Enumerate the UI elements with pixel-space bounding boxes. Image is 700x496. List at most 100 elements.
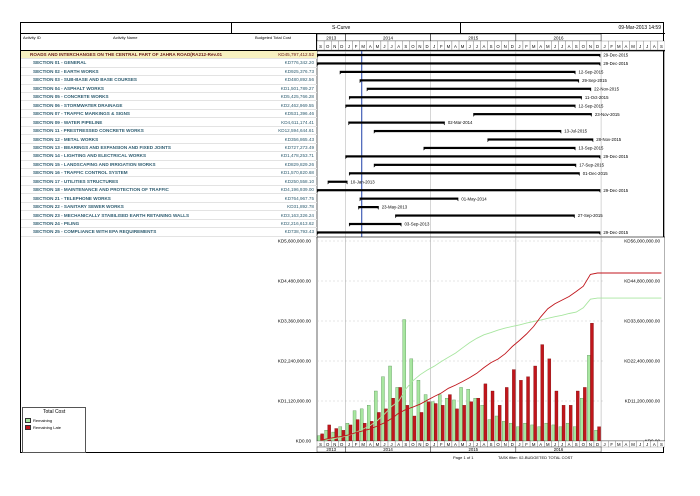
activity-bar: [317, 53, 601, 57]
bar-remaining: [317, 435, 321, 442]
activity-name: SECTION 21 - TELEPHONE WORKS: [33, 195, 111, 201]
bar-start-cap: [487, 140, 489, 143]
bar-end-cap: [574, 149, 576, 151]
activity-cost: KD31,892.78: [287, 204, 314, 210]
bar-end-cap: [456, 199, 459, 202]
bar-end-cap: [377, 208, 379, 210]
month-label: J: [476, 44, 478, 49]
bar-remaining: [359, 408, 364, 442]
bar-end-cap: [589, 89, 592, 92]
project-row[interactable]: ROADS AND INTERCHANGES ON THE CENTRAL PA…: [21, 51, 317, 60]
activity-row[interactable]: SECTION 06 - STORMWATER DRAINAGE KD2,462,…: [21, 102, 317, 110]
right-axis-tick: KD44,800,000.00: [624, 279, 660, 284]
month-label: A: [568, 44, 571, 49]
bar-remaining-late: [476, 397, 480, 442]
bottom-month-label: M: [532, 442, 536, 447]
bar-start-cap: [373, 165, 376, 168]
activity-cost: KD764,967.75: [284, 195, 314, 201]
cumulative-line: [320, 272, 662, 441]
bottom-month-label: M: [361, 442, 365, 447]
bar-start-cap: [327, 182, 330, 185]
activity-finish-date: 27-Sep-2015: [578, 213, 603, 218]
bar-remaining: [409, 358, 414, 442]
activity-cost: KD776,342.20: [284, 60, 314, 66]
bar-start-cap: [373, 132, 376, 134]
activity-name: SECTION 18 - MAINTENANCE AND PROTECTION …: [33, 187, 169, 193]
bar-remaining: [381, 376, 385, 442]
bar-remaining-late: [412, 415, 417, 442]
bar-start-cap: [348, 225, 351, 227]
right-axis-tick: KD11,200,000.00: [625, 399, 661, 404]
bottom-month-label: F: [440, 442, 443, 447]
activity-row[interactable]: SECTION 11 - PRESTRESSED CONCRETE WORKS K…: [21, 127, 317, 136]
bar-start-cap: [358, 208, 360, 210]
activity-cost: KD829,829.26: [284, 161, 314, 167]
bottom-month-label: A: [482, 442, 485, 447]
month-label: M: [447, 44, 451, 49]
bottom-month-label: M: [546, 442, 550, 447]
activity-name: SECTION 14 - LIGHTING AND ELECTRICAL WOR…: [33, 153, 147, 159]
col-activity-name[interactable]: Activity Name: [113, 35, 138, 40]
month-label: N: [504, 44, 507, 49]
bottom-month-label: O: [326, 442, 330, 447]
activity-row[interactable]: SECTION 03 - SUB-BASE AND BASE COURSES KD…: [21, 76, 317, 85]
bar-end-cap: [578, 174, 580, 176]
bottom-month-label: J: [383, 442, 385, 447]
activity-row[interactable]: SECTION 12 - METAL WORKS KD356,865.43: [21, 136, 317, 144]
bar-remaining-late: [554, 390, 559, 442]
col-activity-id[interactable]: Activity ID: [23, 35, 41, 40]
activity-row[interactable]: SECTION 16 - TRAFFIC CONTROL SYSTEM KD1,5…: [21, 169, 317, 178]
activity-name: SECTION 05 - CONCRETE WORKS: [33, 94, 109, 100]
activity-row[interactable]: SECTION 17 - UTILITIES STRUCTURES KD250,5…: [21, 178, 317, 186]
activity-cost: KD531,396.46: [284, 111, 314, 117]
activity-row[interactable]: SECTION 13 - BEARINGS AND EXPANSION AND …: [21, 144, 317, 153]
activity-row[interactable]: SECTION 24 - PILING KD2,216,613.62: [21, 220, 317, 229]
bottom-year-label: 2016: [554, 447, 564, 452]
bar-end-cap: [591, 140, 594, 143]
activity-row[interactable]: SECTION 15 - LANDSCAPING AND IRRIGATION …: [21, 161, 317, 170]
col-budget[interactable]: Budgeted Total Cost: [255, 35, 291, 40]
activity-row[interactable]: SECTION 23 - MECHANICALLY STABILISED EAR…: [21, 212, 317, 220]
bar-end-cap: [577, 81, 580, 83]
activity-row[interactable]: SECTION 02 - EARTH WORKS KD925,376.73: [21, 68, 317, 77]
activity-name: SECTION 16 - TRAFFIC CONTROL SYSTEM: [33, 170, 128, 176]
bar-start-cap: [395, 216, 397, 219]
activity-row[interactable]: SECTION 21 - TELEPHONE WORKS KD764,967.75: [21, 195, 317, 203]
activity-row[interactable]: SECTION 07 - TRAFFIC MARKINGS & SIGNS KD5…: [21, 110, 317, 119]
bar-start-cap: [317, 56, 319, 58]
month-label: A: [653, 44, 656, 49]
bar-remaining-late: [547, 358, 552, 442]
column-header: Activity ID Activity Name Budgeted Total…: [21, 34, 665, 51]
activity-bar: [373, 163, 577, 166]
bar-start-cap: [423, 149, 426, 151]
activity-row[interactable]: SECTION 09 - WATER PIPELINE KD4,611,174.4…: [21, 119, 317, 127]
activity-finish-date: 12-Sep-2015: [579, 103, 604, 108]
month-label: N: [418, 44, 421, 49]
activity-finish-date: 02-Mar-2014: [448, 120, 473, 125]
bar-end-cap: [598, 233, 601, 236]
activity-row[interactable]: SECTION 05 - CONCRETE WORKS KD5,425,766.2…: [21, 93, 317, 102]
month-label: M: [361, 44, 365, 49]
activity-row[interactable]: SECTION 01 - GENERAL KD776,342.20: [21, 59, 317, 68]
bottom-year-label: 2015: [468, 447, 478, 452]
month-label: M: [376, 44, 380, 49]
left-axis-tick: KD1,120,000.00: [278, 399, 312, 404]
activity-row[interactable]: SECTION 22 - SANITARY SEWER WORKS KD31,89…: [21, 203, 317, 212]
legend-swatch-remaining: [25, 418, 31, 423]
activity-finish-date: 29-Dec-2015: [603, 188, 628, 193]
activity-bar: [327, 180, 348, 183]
bar-start-cap: [345, 157, 347, 159]
bottom-month-label: A: [454, 442, 457, 447]
month-label: M: [532, 44, 536, 49]
bar-remaining: [494, 415, 499, 442]
activity-row[interactable]: SECTION 04 - ASPHALT WORKS KD1,501,789.27: [21, 85, 317, 93]
activity-row[interactable]: SECTION 18 - MAINTENANCE AND PROTECTION …: [21, 186, 317, 195]
activity-row[interactable]: SECTION 14 - LIGHTING AND ELECTRICAL WOR…: [21, 152, 317, 161]
activity-row[interactable]: SECTION 25 - COMPLIANCE WITH EPA REQUIRE…: [21, 228, 317, 237]
bottom-month-label: N: [418, 442, 421, 447]
activity-bar: [423, 146, 576, 150]
gantt-area: [316, 50, 665, 239]
activity-bar: [373, 129, 562, 133]
bar-remaining-late: [568, 405, 573, 442]
month-label: O: [496, 44, 500, 49]
